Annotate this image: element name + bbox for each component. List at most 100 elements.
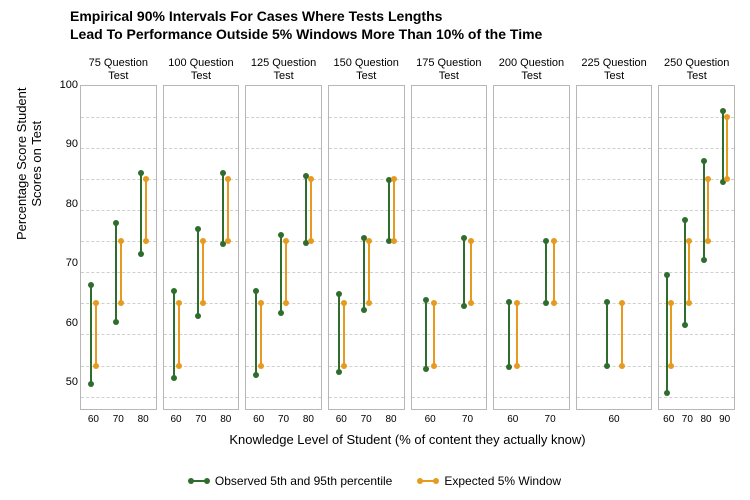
x-tick: 80: [386, 414, 397, 425]
expected-interval: [285, 241, 287, 303]
grid-line: [577, 241, 652, 242]
panel-body: 60708090: [658, 85, 735, 410]
panel-body: 60: [576, 85, 653, 410]
y-tick: 50: [53, 376, 78, 388]
grid-line: [577, 366, 652, 367]
panel-title: 150 QuestionTest: [328, 55, 405, 85]
x-tick: 60: [171, 414, 182, 425]
y-tick: 80: [53, 198, 78, 210]
x-tick: 70: [545, 414, 556, 425]
grid-line: [494, 241, 569, 242]
grid-line: [329, 117, 404, 118]
ylabel-line-1: Percentage Score Student: [14, 88, 29, 241]
grid-line: [164, 148, 239, 149]
expected-interval: [393, 179, 395, 241]
grid-line: [412, 148, 487, 149]
grid-line: [412, 210, 487, 211]
grid-line: [577, 117, 652, 118]
grid-line: [329, 334, 404, 335]
expected-interval: [145, 179, 147, 241]
expected-interval: [707, 179, 709, 241]
observed-interval: [545, 241, 547, 303]
grid-line: [164, 272, 239, 273]
x-tick: 80: [138, 414, 149, 425]
panel: 200 QuestionTest6070: [493, 55, 570, 410]
observed-interval: [388, 180, 390, 241]
expected-interval: [202, 241, 204, 303]
legend: Observed 5th and 95th percentile Expecte…: [0, 474, 750, 488]
x-tick: 70: [278, 414, 289, 425]
panel: 250 QuestionTest60708090: [658, 55, 735, 410]
expected-interval: [726, 117, 728, 179]
expected-interval: [553, 241, 555, 303]
panel-title: 225 QuestionTest: [576, 55, 653, 85]
panel-title: 175 QuestionTest: [411, 55, 488, 85]
grid-line: [164, 117, 239, 118]
panel-body: 607080: [245, 85, 322, 410]
grid-line: [577, 210, 652, 211]
expected-interval: [120, 241, 122, 303]
grid-line: [164, 334, 239, 335]
expected-interval: [688, 241, 690, 303]
observed-interval: [90, 285, 92, 384]
x-tick: 70: [113, 414, 124, 425]
panel-title: 75 QuestionTest: [80, 55, 157, 85]
grid-line: [494, 179, 569, 180]
grid-line: [412, 241, 487, 242]
x-ticks: 60: [577, 414, 652, 425]
grid-line: [577, 179, 652, 180]
panel-body: 607080: [80, 85, 157, 410]
grid-line: [81, 397, 156, 398]
grid-line: [329, 397, 404, 398]
y-tick: 100: [53, 79, 78, 91]
grid-line: [494, 334, 569, 335]
grid-line: [81, 272, 156, 273]
expected-interval: [621, 303, 623, 365]
grid-line: [412, 179, 487, 180]
title-line-2: Lead To Performance Outside 5% Windows M…: [70, 26, 542, 44]
observed-interval: [255, 291, 257, 375]
legend-swatch-expected: [418, 480, 438, 482]
grid-line: [246, 117, 321, 118]
panel-title: 200 QuestionTest: [493, 55, 570, 85]
y-tick: 70: [53, 257, 78, 269]
x-ticks: 607080: [164, 414, 239, 425]
grid-line: [246, 334, 321, 335]
x-tick: 70: [195, 414, 206, 425]
grid-line: [81, 334, 156, 335]
expected-interval: [343, 303, 345, 365]
observed-interval: [666, 275, 668, 393]
grid-line: [494, 303, 569, 304]
x-tick: 70: [361, 414, 372, 425]
grid-line: [412, 334, 487, 335]
observed-interval: [508, 302, 510, 367]
panel-body: 607080: [328, 85, 405, 410]
panel: 125 QuestionTest607080: [245, 55, 322, 410]
panel-title: 100 QuestionTest: [163, 55, 240, 85]
observed-interval: [606, 302, 608, 365]
expected-interval: [95, 303, 97, 365]
grid-line: [412, 117, 487, 118]
x-tick: 60: [88, 414, 99, 425]
legend-expected: Expected 5% Window: [418, 474, 561, 488]
expected-interval: [670, 303, 672, 365]
legend-observed-label: Observed 5th and 95th percentile: [215, 474, 392, 488]
panels-container: 75 QuestionTest607080100 QuestionTest607…: [80, 55, 735, 410]
legend-observed: Observed 5th and 95th percentile: [189, 474, 392, 488]
panel-body: 6070: [411, 85, 488, 410]
grid-line: [412, 303, 487, 304]
grid-line: [494, 397, 569, 398]
grid-line: [494, 272, 569, 273]
observed-interval: [463, 238, 465, 306]
x-tick: 60: [609, 414, 620, 425]
grid-line: [659, 397, 734, 398]
chart-title: Empirical 90% Intervals For Cases Where …: [70, 8, 542, 43]
grid-line: [577, 334, 652, 335]
x-tick: 60: [663, 414, 674, 425]
expected-interval: [516, 303, 518, 365]
x-tick: 60: [253, 414, 264, 425]
y-axis-label: Percentage Score Student Scores on Test: [14, 88, 44, 241]
x-ticks: 6070: [412, 414, 487, 425]
observed-interval: [280, 235, 282, 313]
x-tick: 80: [303, 414, 314, 425]
